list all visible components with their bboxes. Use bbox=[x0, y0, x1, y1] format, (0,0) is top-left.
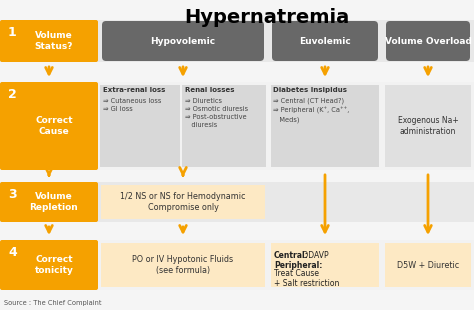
Bar bbox=[385, 243, 471, 287]
Text: 2: 2 bbox=[8, 88, 17, 101]
Text: D5W + Diuretic: D5W + Diuretic bbox=[397, 260, 459, 269]
Text: Central:: Central: bbox=[274, 251, 309, 260]
Bar bbox=[101, 185, 265, 219]
FancyBboxPatch shape bbox=[0, 182, 98, 222]
Text: Peripheral:: Peripheral: bbox=[274, 260, 322, 269]
Text: Hypernatremia: Hypernatremia bbox=[184, 8, 350, 27]
Text: Diabetes Insipidus: Diabetes Insipidus bbox=[273, 87, 347, 93]
Bar bbox=[101, 243, 265, 287]
Text: Extra-renal loss: Extra-renal loss bbox=[103, 87, 165, 93]
FancyBboxPatch shape bbox=[386, 21, 470, 61]
Bar bbox=[271, 85, 379, 167]
Text: Volume
Status?: Volume Status? bbox=[35, 31, 73, 51]
Bar bbox=[0, 20, 474, 62]
Bar bbox=[182, 85, 266, 167]
Text: Correct
Cause: Correct Cause bbox=[35, 116, 73, 136]
Text: Volume Overload: Volume Overload bbox=[384, 37, 472, 46]
Text: 4: 4 bbox=[8, 246, 17, 259]
Bar bbox=[100, 85, 180, 167]
Text: Euvolemic: Euvolemic bbox=[299, 37, 351, 46]
Text: DDAVP: DDAVP bbox=[300, 251, 328, 260]
Text: Treat Cause: Treat Cause bbox=[274, 269, 319, 278]
Text: Source : The Chief Complaint: Source : The Chief Complaint bbox=[4, 300, 101, 306]
Text: ⇒ Cutaneous loss
⇒ GI loss: ⇒ Cutaneous loss ⇒ GI loss bbox=[103, 98, 161, 112]
Text: ⇒ Diuretics
⇒ Osmotic diuresis
⇒ Post-obstructive
   diuresis: ⇒ Diuretics ⇒ Osmotic diuresis ⇒ Post-ob… bbox=[185, 98, 248, 128]
Bar bbox=[385, 85, 471, 167]
Text: Correct
tonicity: Correct tonicity bbox=[35, 255, 73, 275]
Bar bbox=[271, 243, 379, 287]
Text: 1/2 NS or NS for Hemodynamic
Compromise only: 1/2 NS or NS for Hemodynamic Compromise … bbox=[120, 192, 246, 212]
FancyBboxPatch shape bbox=[0, 82, 98, 170]
Text: Volume
Repletion: Volume Repletion bbox=[29, 192, 78, 212]
Text: 1: 1 bbox=[8, 26, 17, 39]
Text: + Salt restriction: + Salt restriction bbox=[274, 278, 339, 287]
FancyBboxPatch shape bbox=[102, 21, 264, 61]
Text: Renal losses: Renal losses bbox=[185, 87, 235, 93]
Text: PO or IV Hypotonic Fluids
(see formula): PO or IV Hypotonic Fluids (see formula) bbox=[132, 255, 234, 275]
Text: Exogenous Na+
administration: Exogenous Na+ administration bbox=[398, 116, 458, 136]
FancyBboxPatch shape bbox=[272, 21, 378, 61]
Bar bbox=[0, 182, 474, 222]
FancyBboxPatch shape bbox=[0, 240, 98, 290]
Bar bbox=[0, 240, 474, 290]
FancyBboxPatch shape bbox=[0, 20, 98, 62]
Text: 3: 3 bbox=[8, 188, 17, 201]
Text: ⇒ Central (CT Head?)
⇒ Peripheral (K⁺, Ca⁺⁺,
   Meds): ⇒ Central (CT Head?) ⇒ Peripheral (K⁺, C… bbox=[273, 98, 349, 122]
Bar bbox=[0, 82, 474, 170]
Text: Hypovolemic: Hypovolemic bbox=[150, 37, 216, 46]
